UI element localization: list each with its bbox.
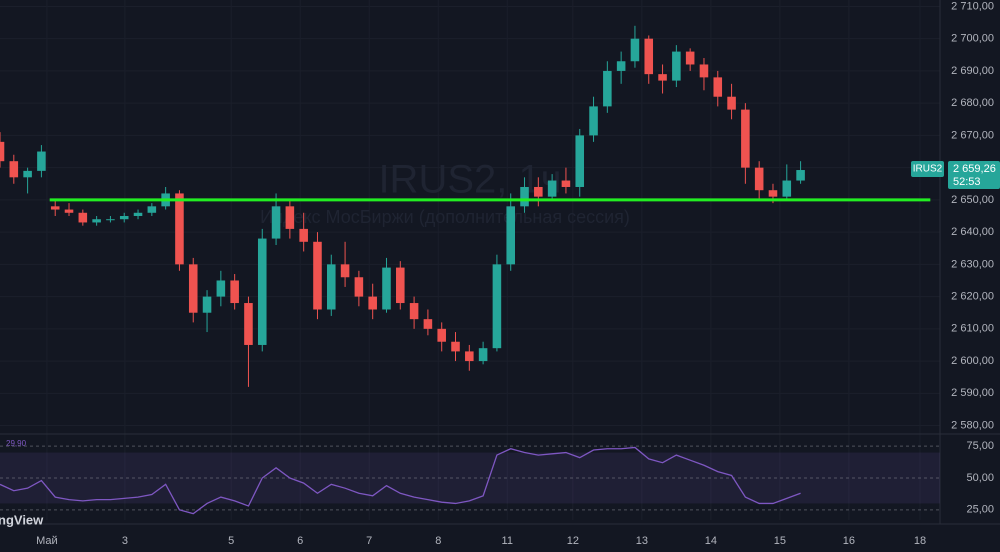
x-tick-label: 8 — [435, 535, 441, 547]
candle-body — [534, 186, 543, 197]
brand: ngView — [0, 512, 44, 527]
rsi-tick-label: 50,00 — [966, 472, 994, 484]
candle-body — [506, 206, 515, 265]
watermark-subtitle: Индекс МосБиржи (дополнительная сессия) — [260, 207, 630, 227]
candle-body — [326, 264, 336, 310]
candle-body — [644, 38, 654, 75]
x-tick-label: 11 — [502, 535, 513, 547]
candle-body — [299, 228, 308, 242]
y-tick-label: 2 590,00 — [951, 387, 994, 399]
y-tick-label: 2 600,00 — [951, 355, 994, 367]
y-tick-label: 2 670,00 — [951, 129, 994, 141]
symbol-tag — [911, 161, 944, 178]
y-tick-label: 2 680,00 — [951, 97, 994, 109]
candle-body — [175, 193, 184, 265]
candle-body — [37, 151, 46, 171]
candle-body — [658, 74, 667, 81]
rsi-tick-label: 25,00 — [966, 504, 994, 516]
candle-body — [285, 206, 295, 229]
y-tick-label: 2 610,00 — [951, 323, 994, 335]
candle-body — [575, 135, 585, 187]
candle-body — [423, 319, 433, 329]
rsi-line — [0, 446, 801, 515]
y-tick-label: 2 650,00 — [951, 194, 994, 206]
candle-body — [409, 303, 419, 320]
candle-body — [630, 38, 640, 62]
candle-body — [313, 241, 322, 310]
candle-body — [133, 212, 143, 216]
candle-body — [257, 238, 267, 345]
candle-body — [92, 219, 101, 223]
candle-body — [437, 328, 446, 342]
candle-body — [382, 267, 391, 310]
x-tick-label: 12 — [567, 535, 579, 547]
candle-body — [230, 280, 239, 304]
x-tick-label: 14 — [705, 535, 717, 547]
candle-body — [741, 109, 750, 168]
candle-body — [0, 141, 5, 162]
candle-body — [451, 341, 460, 352]
y-tick-label: 2 700,00 — [951, 33, 994, 45]
candle-body — [589, 106, 598, 136]
candle-body — [713, 77, 723, 97]
y-tick-label: 2 710,00 — [951, 0, 994, 12]
rsi-tick-label: 75,00 — [966, 440, 994, 452]
y-tick-label: 2 620,00 — [951, 291, 994, 303]
candle-body — [492, 264, 502, 349]
candle-body — [64, 209, 74, 213]
candle-body — [50, 206, 60, 210]
candle-body — [754, 167, 764, 191]
candle-body — [216, 280, 226, 297]
candle-body — [23, 170, 32, 178]
candle-body — [340, 264, 350, 278]
x-tick-label: 16 — [843, 535, 855, 547]
x-tick-label: 13 — [636, 535, 648, 547]
symbol-label: IRUS2 — [913, 164, 943, 175]
countdown-label: 52:53 — [953, 176, 981, 188]
candle-body — [9, 161, 19, 178]
candle-body — [768, 190, 778, 197]
candle-body — [78, 212, 88, 223]
x-tick-label: 6 — [297, 535, 303, 547]
x-tick-label: Май — [36, 535, 58, 547]
rsi-value: 29,90 — [6, 439, 27, 448]
candle-body — [147, 206, 157, 213]
candle-body — [271, 206, 281, 239]
price-tag — [948, 161, 1000, 190]
candle-body — [520, 186, 529, 207]
watermark-title: IRUS2, 1ч — [378, 158, 561, 202]
candle-body — [106, 219, 115, 221]
candle-body — [478, 348, 488, 362]
x-tick-label: 15 — [774, 535, 786, 547]
candle-body — [368, 296, 377, 310]
y-tick-label: 2 580,00 — [951, 419, 994, 431]
candle-body — [727, 96, 736, 110]
y-tick-label: 2 630,00 — [951, 258, 994, 270]
candle-body — [782, 180, 792, 197]
candle-body — [616, 61, 626, 71]
candle-body — [188, 264, 198, 313]
candle-body — [202, 296, 212, 313]
price-tag-label: 2 659,26 — [953, 163, 996, 175]
candle-body — [465, 351, 474, 362]
candle-body — [244, 303, 253, 345]
candle-body — [354, 277, 364, 297]
x-tick-label: 3 — [122, 535, 128, 547]
candle-body — [603, 70, 612, 107]
x-tick-label: 5 — [228, 535, 234, 547]
candle-body — [796, 170, 805, 181]
candle-body — [561, 180, 571, 187]
candle-body — [547, 180, 557, 197]
candle-body — [396, 267, 405, 304]
x-tick-label: 18 — [914, 535, 926, 547]
candle-body — [119, 216, 129, 220]
candle-body — [699, 64, 709, 78]
y-tick-label: 2 640,00 — [951, 226, 994, 238]
x-tick-label: 7 — [366, 535, 372, 547]
y-tick-label: 2 690,00 — [951, 65, 994, 77]
candle-body — [672, 51, 681, 81]
candle-body — [685, 51, 695, 65]
